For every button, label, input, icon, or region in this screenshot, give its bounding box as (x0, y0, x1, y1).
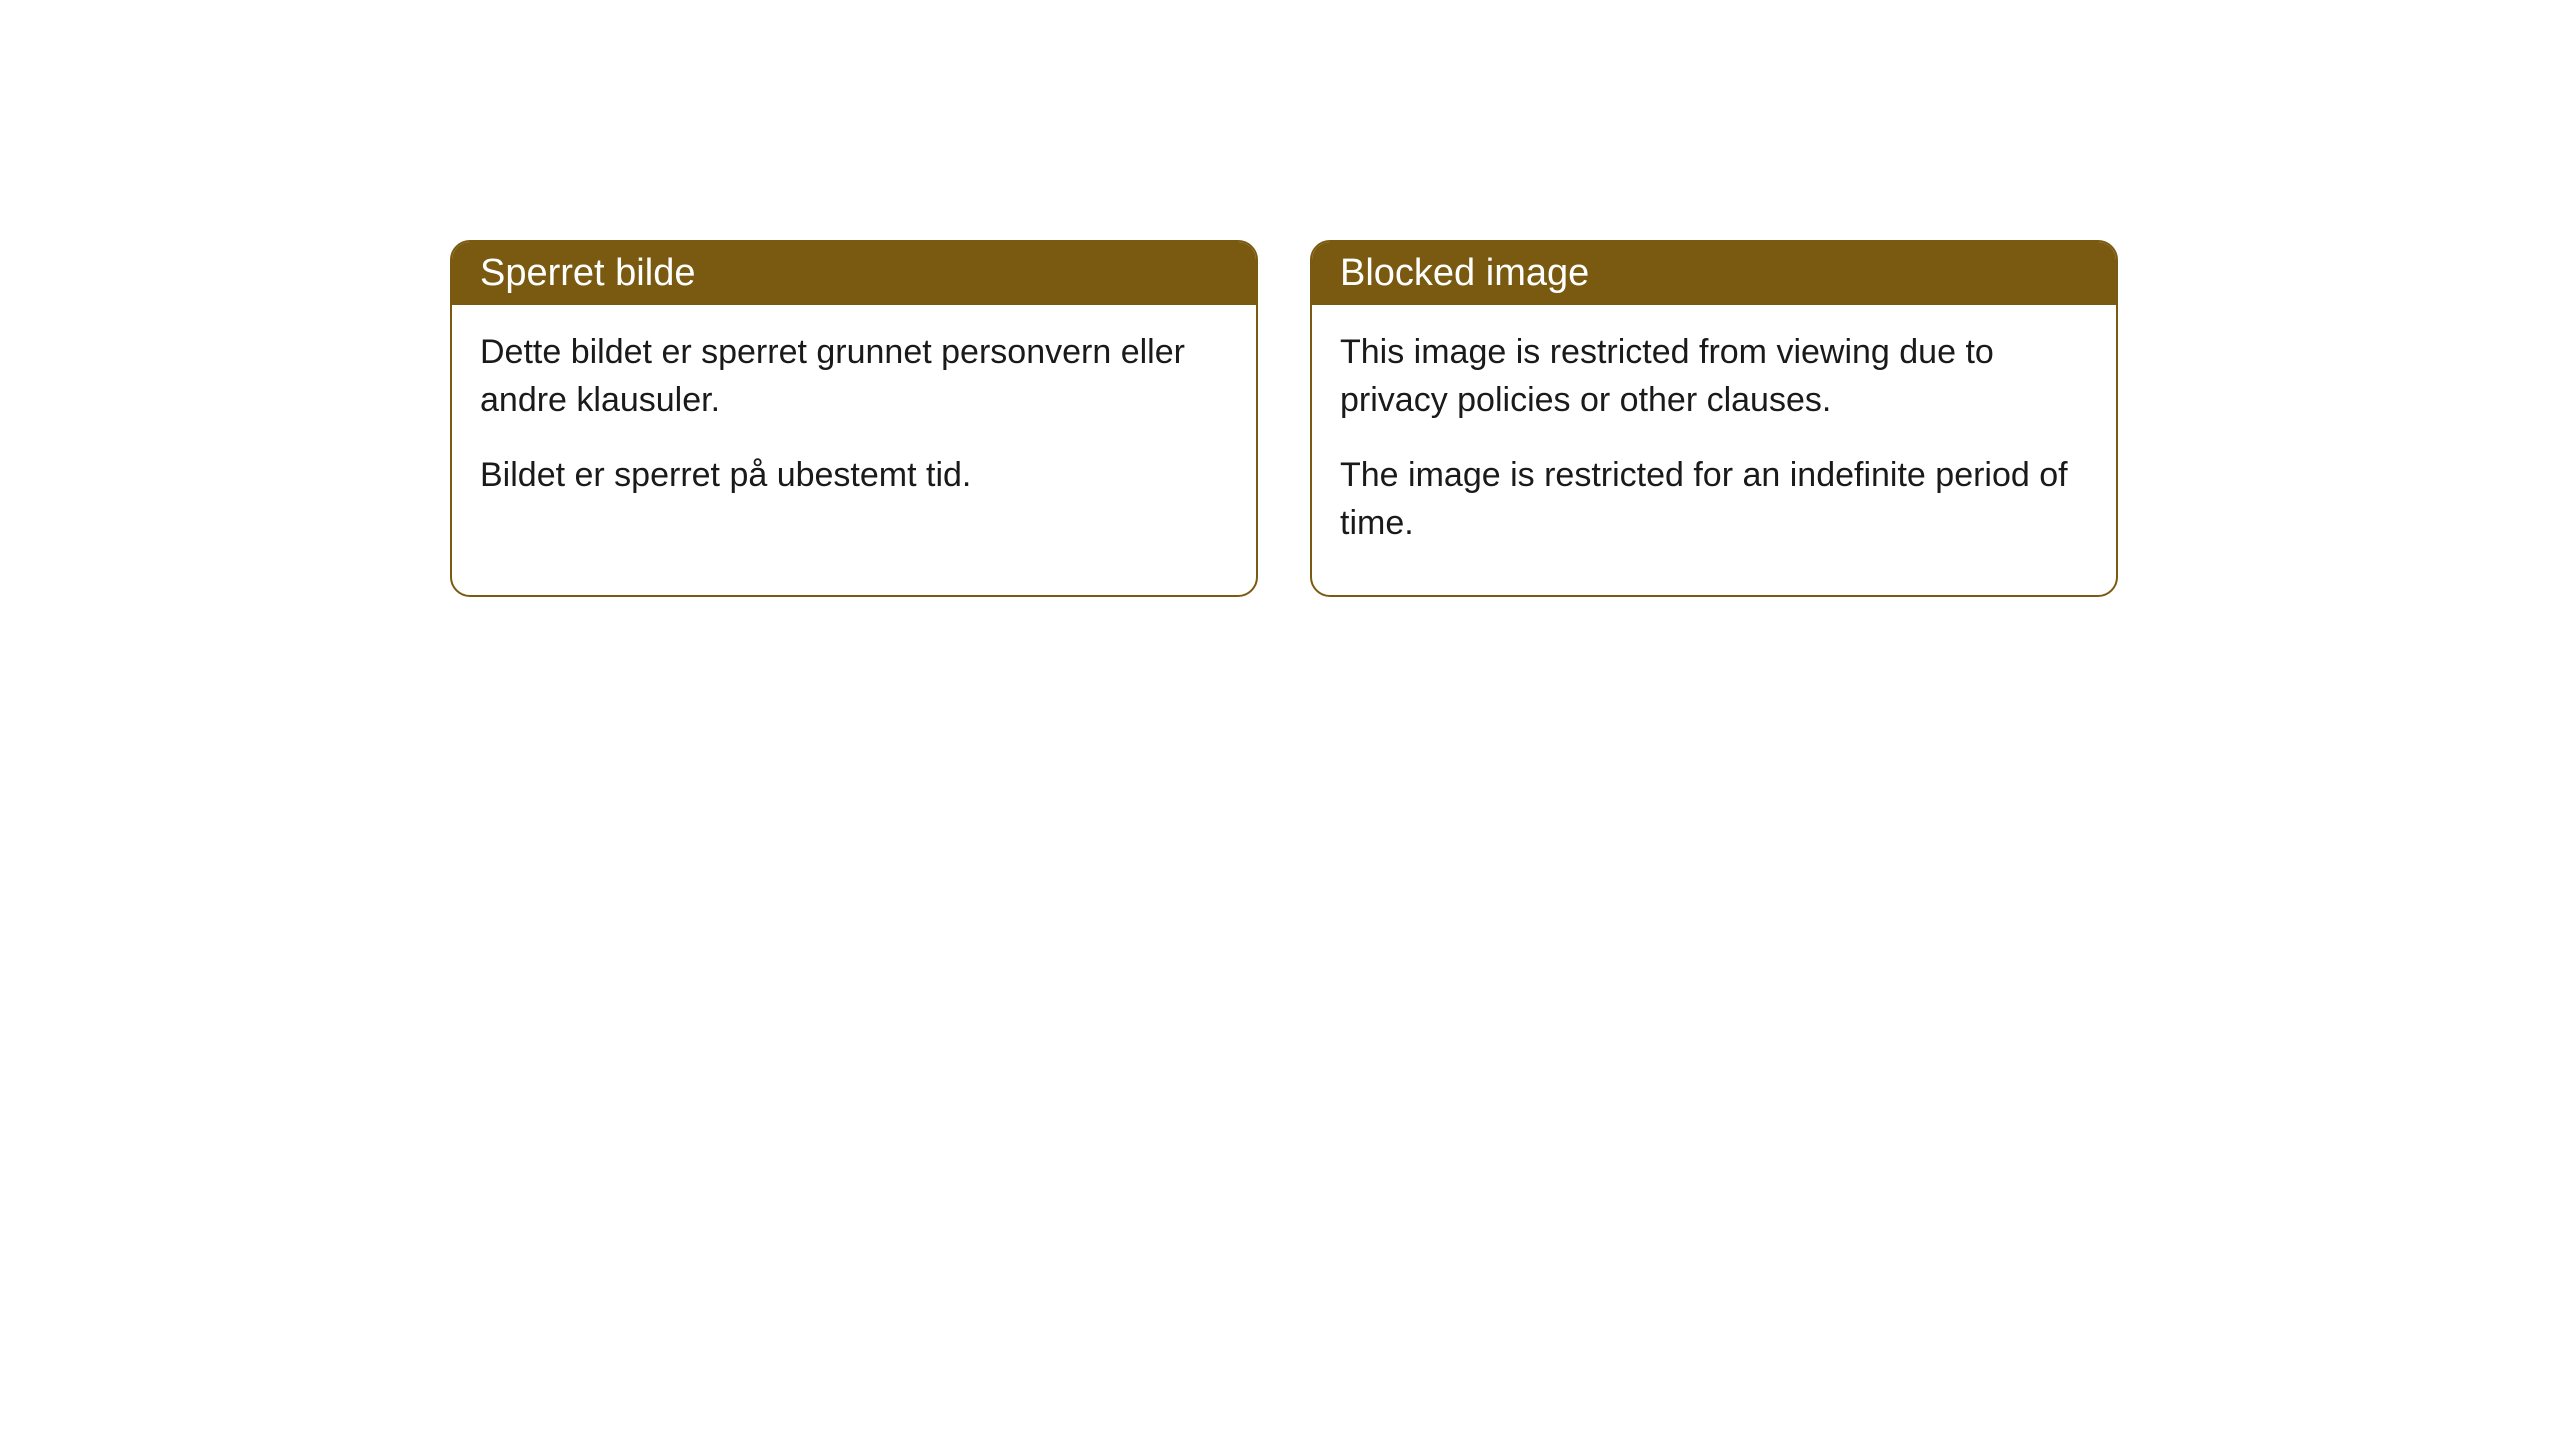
blocked-image-card-norwegian: Sperret bilde Dette bildet er sperret gr… (450, 240, 1258, 597)
card-body: This image is restricted from viewing du… (1312, 305, 2116, 595)
card-title: Sperret bilde (480, 252, 695, 294)
card-header: Sperret bilde (452, 242, 1256, 305)
card-paragraph: This image is restricted from viewing du… (1340, 329, 2088, 424)
cards-container: Sperret bilde Dette bildet er sperret gr… (0, 0, 2560, 597)
card-paragraph: The image is restricted for an indefinit… (1340, 452, 2088, 547)
blocked-image-card-english: Blocked image This image is restricted f… (1310, 240, 2118, 597)
card-paragraph: Dette bildet er sperret grunnet personve… (480, 329, 1228, 424)
card-paragraph: Bildet er sperret på ubestemt tid. (480, 452, 1228, 500)
card-body: Dette bildet er sperret grunnet personve… (452, 305, 1256, 548)
card-title: Blocked image (1340, 252, 1589, 294)
card-header: Blocked image (1312, 242, 2116, 305)
